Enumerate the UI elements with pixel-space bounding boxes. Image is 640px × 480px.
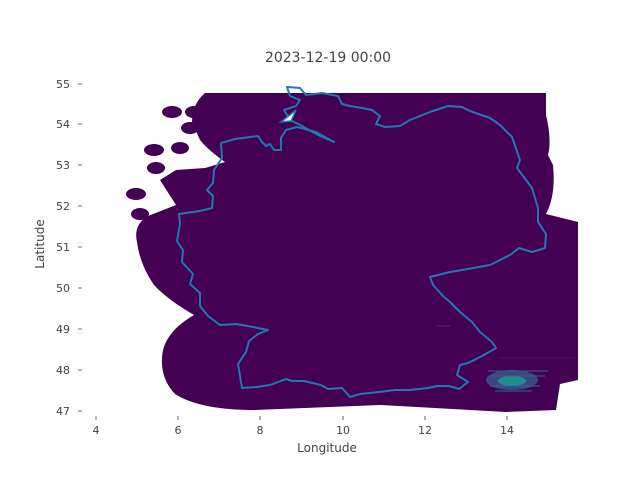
y-tick-label: 49 bbox=[56, 323, 70, 336]
y-axis: 47 48 49 50 51 52 53 54 55 bbox=[56, 78, 82, 418]
coast-inlet bbox=[278, 109, 297, 123]
field-blob-2 bbox=[185, 106, 203, 118]
y-tick-label: 51 bbox=[56, 241, 70, 254]
field-blob-5 bbox=[144, 144, 164, 156]
y-axis-label: Latitude bbox=[33, 219, 47, 268]
x-axis-label: Longitude bbox=[297, 441, 357, 455]
plot-title: 2023-12-19 00:00 bbox=[265, 50, 391, 66]
field-blob-6 bbox=[147, 162, 165, 174]
value-field bbox=[126, 93, 578, 412]
field-blob-1 bbox=[162, 106, 182, 118]
field-blob-3 bbox=[181, 122, 199, 134]
x-tick-label: 4 bbox=[93, 424, 100, 437]
x-axis: 4 6 8 10 12 14 bbox=[93, 416, 514, 437]
y-tick-label: 52 bbox=[56, 200, 70, 213]
x-tick-label: 14 bbox=[500, 424, 514, 437]
y-tick-label: 53 bbox=[56, 159, 70, 172]
x-tick-label: 10 bbox=[336, 424, 350, 437]
field-blob-10 bbox=[535, 377, 549, 387]
hotspot-region bbox=[436, 325, 575, 392]
x-tick-label: 12 bbox=[418, 424, 432, 437]
field-main-area bbox=[136, 93, 578, 412]
y-tick-label: 54 bbox=[56, 118, 70, 131]
country-border bbox=[176, 86, 547, 398]
x-tick-label: 8 bbox=[257, 424, 264, 437]
y-tick-label: 55 bbox=[56, 78, 70, 91]
x-tick-label: 6 bbox=[175, 424, 182, 437]
field-blob-7 bbox=[126, 188, 146, 200]
field-blob-4 bbox=[171, 142, 189, 154]
y-tick-label: 48 bbox=[56, 364, 70, 377]
field-blob-8 bbox=[131, 208, 149, 220]
y-tick-label: 50 bbox=[56, 282, 70, 295]
field-blob-9 bbox=[560, 365, 576, 379]
y-tick-label: 47 bbox=[56, 405, 70, 418]
